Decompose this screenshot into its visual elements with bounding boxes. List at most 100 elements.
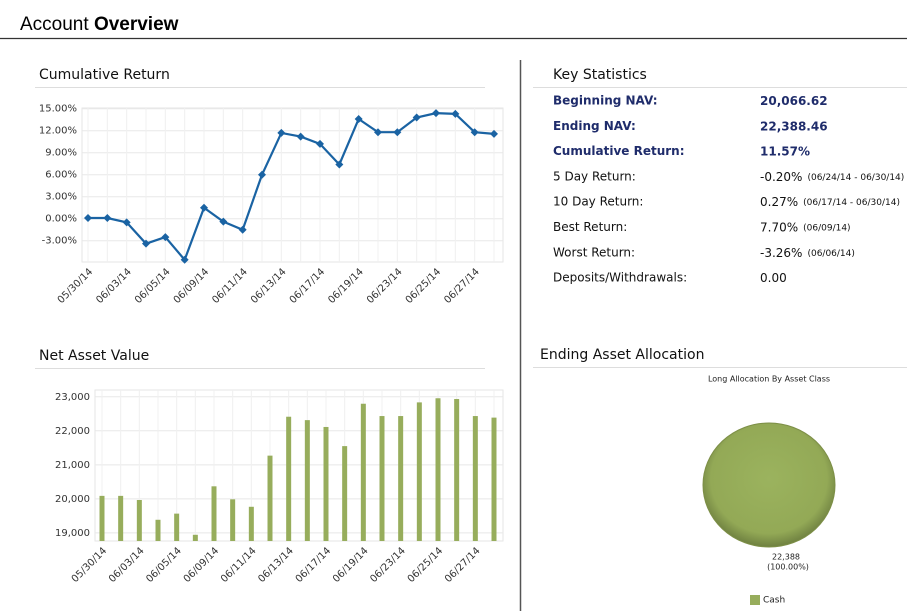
x-tick-label: 06/11/14 <box>219 545 259 585</box>
section-title: Net Asset Value <box>39 348 149 364</box>
marker <box>84 214 92 222</box>
bar <box>155 519 161 541</box>
marker <box>219 217 228 226</box>
section-title: Ending Asset Allocation <box>540 347 704 363</box>
y-tick-label: -3.00% <box>42 236 77 247</box>
bar <box>491 417 497 541</box>
bar <box>398 416 404 541</box>
x-tick-label: 06/25/14 <box>406 545 446 585</box>
stat-period: (06/24/14 - 06/30/14) <box>807 172 904 182</box>
stat-label: Beginning NAV: <box>553 94 658 108</box>
x-tick-label: 06/19/14 <box>326 266 366 306</box>
stat-number: -3.26% <box>760 245 802 259</box>
y-tick-label: 12.00% <box>39 126 77 137</box>
x-tick-label: 06/05/14 <box>133 266 173 306</box>
x-tick-label: 06/03/14 <box>107 545 147 585</box>
stat-value: 11.57% <box>760 144 810 158</box>
x-tick-label: 05/30/14 <box>56 266 96 306</box>
pie-value-label: 22,388 <box>772 553 800 562</box>
marker <box>258 170 266 179</box>
pie-percent-label: (100.00%) <box>767 563 809 572</box>
bar <box>360 403 366 541</box>
stat-value: -3.26% (06/06/14) <box>760 245 855 259</box>
bar <box>454 398 460 541</box>
x-tick-label: 06/13/14 <box>256 545 296 585</box>
marker <box>103 214 112 222</box>
section-title: Cumulative Return <box>39 67 170 83</box>
x-tick-label: 06/17/14 <box>288 266 328 306</box>
marker <box>393 128 402 137</box>
x-tick-label: 06/23/14 <box>365 266 405 306</box>
x-tick-label: 06/03/14 <box>94 266 134 306</box>
bar <box>304 420 310 541</box>
y-tick-label: 22,000 <box>55 426 90 437</box>
marker <box>470 128 479 137</box>
stat-label: Deposits/Withdrawals: <box>553 271 687 285</box>
y-tick-label: 6.00% <box>45 170 77 181</box>
x-tick-label: 06/27/14 <box>442 266 482 306</box>
x-tick-label: 06/09/14 <box>172 266 212 306</box>
x-tick-label: 05/30/14 <box>70 545 110 585</box>
stat-label: 10 Day Return: <box>553 195 643 209</box>
marker <box>200 203 208 212</box>
bar <box>230 499 236 541</box>
marker <box>374 128 382 137</box>
x-tick-label: 06/05/14 <box>144 545 184 585</box>
stat-number: 20,066.62 <box>760 94 828 108</box>
x-tick-label: 06/25/14 <box>404 266 444 306</box>
marker <box>432 109 440 118</box>
stat-period: (06/09/14) <box>803 223 850 233</box>
legend-swatch <box>750 595 760 605</box>
y-tick-label: 3.00% <box>45 192 77 203</box>
y-tick-label: 19,000 <box>55 528 90 539</box>
stat-value: 22,388.46 <box>760 119 828 133</box>
y-tick-label: 20,000 <box>55 494 90 505</box>
marker <box>354 115 363 123</box>
bar <box>435 398 441 541</box>
y-tick-label: 23,000 <box>55 392 90 403</box>
stat-number: -0.20% <box>760 169 802 183</box>
title-text: Account <box>20 14 89 35</box>
bar <box>174 513 180 541</box>
bar <box>286 416 292 541</box>
marker <box>412 113 421 122</box>
stat-label: 5 Day Return: <box>553 169 636 183</box>
bar <box>136 499 142 541</box>
y-tick-label: 15.00% <box>39 104 77 115</box>
x-tick-label: 06/17/14 <box>294 545 334 585</box>
stat-value: -0.20% (06/24/14 - 06/30/14) <box>760 169 904 183</box>
legend-label: Cash <box>763 596 785 606</box>
stat-number: 22,388.46 <box>760 119 828 133</box>
x-tick-label: 06/11/14 <box>210 266 250 306</box>
bar <box>416 402 422 541</box>
bar <box>342 446 348 541</box>
x-tick-label: 06/27/14 <box>443 545 483 585</box>
bar <box>323 426 329 541</box>
marker <box>316 139 324 148</box>
stat-value: 20,066.62 <box>760 94 828 108</box>
stat-period: (06/17/14 - 06/30/14) <box>803 198 900 208</box>
stat-number: 0.27% <box>760 195 798 209</box>
stat-number: 11.57% <box>760 144 810 158</box>
bar <box>379 416 385 541</box>
stat-value: 7.70% (06/09/14) <box>760 220 851 234</box>
bar <box>211 486 217 541</box>
stat-label: Best Return: <box>553 220 627 234</box>
marker <box>122 218 131 227</box>
line <box>88 112 495 262</box>
x-tick-label: 06/19/14 <box>331 545 371 585</box>
marker <box>277 128 286 137</box>
stat-value: 0.00 <box>760 271 787 285</box>
pie-slice <box>702 422 836 548</box>
bar <box>118 495 124 541</box>
x-tick-label: 06/23/14 <box>368 545 408 585</box>
marker <box>161 233 170 242</box>
y-tick-label: 9.00% <box>45 148 77 159</box>
stat-value: 0.27% (06/17/14 - 06/30/14) <box>760 195 900 209</box>
bar <box>248 506 254 541</box>
marker <box>296 132 305 141</box>
pie-subtitle: Long Allocation By Asset Class <box>708 375 830 384</box>
plot-area <box>81 107 504 263</box>
marker <box>180 255 189 264</box>
y-tick-label: 21,000 <box>55 460 90 471</box>
